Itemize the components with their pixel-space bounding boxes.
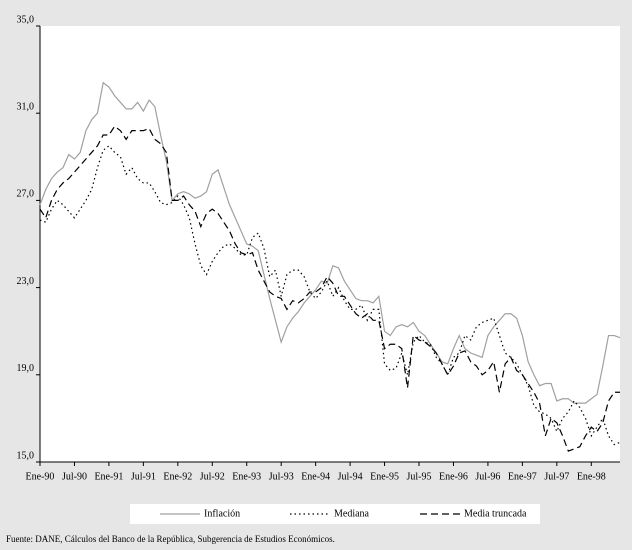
y-tick-label: 31,0 [17, 101, 35, 112]
series-line [39, 145, 621, 446]
legend-label: Inflación [204, 508, 240, 519]
x-tick-label: Ene-90 [26, 471, 55, 482]
x-tick-label: Jul-90 [62, 471, 87, 482]
x-tick-label: Jul-91 [131, 471, 156, 482]
y-tick-label: 15,0 [17, 450, 35, 461]
x-tick-label: Jul-96 [475, 471, 500, 482]
x-tick-label: Ene-98 [577, 471, 606, 482]
y-tick-label: 35,0 [17, 14, 35, 25]
y-tick-label: 27,0 [17, 189, 35, 200]
x-tick-label: Jul-97 [544, 471, 569, 482]
x-tick-label: Jul-94 [338, 471, 363, 482]
source-note: Fuente: DANE, Cálculos del Banco de la R… [6, 534, 335, 544]
series-line [39, 125, 620, 452]
legend [130, 504, 540, 524]
x-tick-label: Ene-93 [232, 471, 261, 482]
x-tick-label: Ene-91 [94, 471, 123, 482]
x-tick-label: Ene-96 [439, 471, 468, 482]
x-tick-label: Jul-93 [269, 471, 294, 482]
plot-area [40, 26, 620, 462]
x-tick-label: Ene-92 [163, 471, 192, 482]
x-tick-label: Ene-95 [370, 471, 399, 482]
x-tick-label: Jul-95 [407, 471, 432, 482]
legend-label: Mediana [334, 508, 370, 519]
legend-label: Media truncada [464, 508, 527, 519]
x-tick-label: Ene-94 [301, 471, 330, 482]
series-line [39, 81, 621, 404]
y-tick-label: 23,0 [17, 276, 35, 287]
y-tick-label: 19,0 [17, 363, 35, 374]
x-tick-label: Ene-97 [508, 471, 537, 482]
x-tick-label: Jul-92 [200, 471, 225, 482]
